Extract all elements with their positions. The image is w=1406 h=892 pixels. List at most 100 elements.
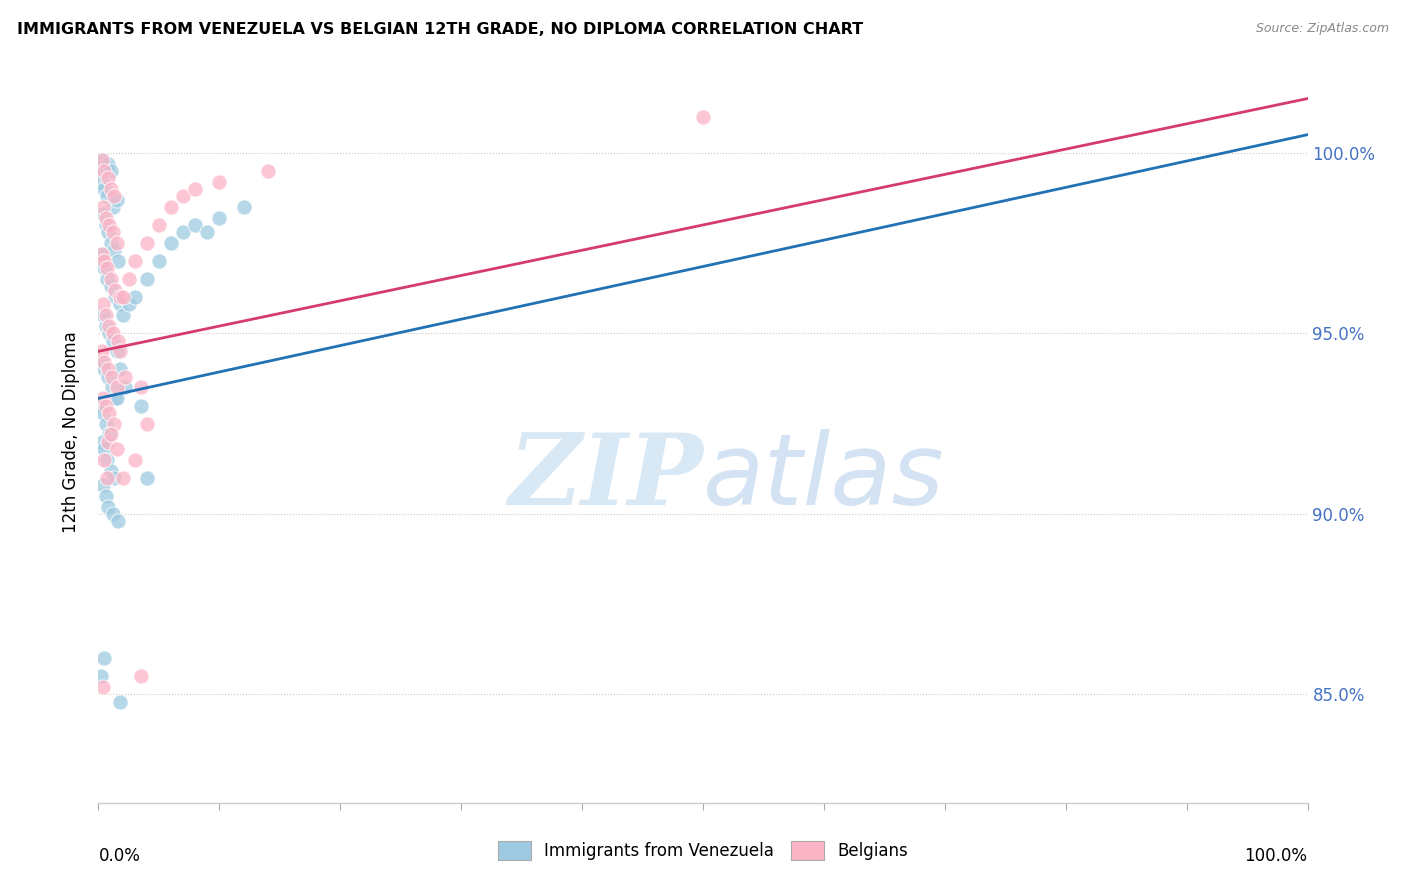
Point [208, 211, 231, 225]
Point [107, 334, 129, 348]
Point [135, 272, 157, 286]
Point [124, 254, 146, 268]
Point [118, 297, 141, 311]
Point [91, 254, 114, 268]
Point [90, 399, 112, 413]
Point [101, 200, 124, 214]
Point [90, 247, 112, 261]
Point [100, 235, 122, 250]
Point [172, 225, 194, 239]
Point [94, 211, 117, 225]
Point [98, 326, 121, 341]
Point [97, 225, 120, 239]
Text: 100.0%: 100.0% [1244, 847, 1308, 865]
Point [105, 193, 128, 207]
Point [101, 507, 124, 521]
Point [93, 254, 115, 268]
Point [94, 218, 117, 232]
Point [184, 182, 207, 196]
Point [105, 442, 128, 456]
Point [101, 225, 124, 239]
Point [93, 355, 115, 369]
Point [108, 695, 131, 709]
Point [160, 235, 183, 250]
Point [93, 452, 115, 467]
Point [91, 434, 114, 449]
Point [96, 261, 118, 276]
Point [91, 200, 114, 214]
Point [108, 344, 131, 359]
Point [105, 235, 128, 250]
Point [108, 290, 131, 304]
Point [94, 308, 117, 322]
Text: IMMIGRANTS FROM VENEZUELA VS BELGIAN 12TH GRADE, NO DIPLOMA CORRELATION CHART: IMMIGRANTS FROM VENEZUELA VS BELGIAN 12T… [17, 22, 863, 37]
Point [96, 471, 118, 485]
Point [91, 308, 114, 322]
Point [100, 163, 122, 178]
Point [135, 417, 157, 431]
Point [100, 182, 122, 196]
Point [105, 392, 128, 406]
Point [103, 417, 125, 431]
Point [94, 417, 117, 431]
Point [97, 171, 120, 186]
Point [100, 272, 122, 286]
Point [160, 200, 183, 214]
Point [94, 160, 117, 174]
Point [148, 254, 170, 268]
Point [111, 308, 134, 322]
Point [94, 319, 117, 334]
Point [135, 471, 157, 485]
Point [103, 471, 125, 485]
Point [195, 225, 218, 239]
Point [105, 380, 128, 394]
Point [91, 344, 114, 359]
Point [91, 392, 114, 406]
Point [97, 362, 120, 376]
Point [104, 392, 127, 406]
Point [129, 669, 152, 683]
Point [129, 380, 152, 394]
Point [97, 434, 120, 449]
Point [94, 489, 117, 503]
Point [98, 218, 121, 232]
Point [97, 369, 120, 384]
Point [98, 427, 121, 442]
Point [100, 279, 122, 293]
Point [172, 189, 194, 203]
Point [91, 406, 114, 420]
Point [100, 427, 122, 442]
Point [93, 442, 115, 456]
Point [107, 254, 129, 268]
Point [105, 344, 128, 359]
Point [124, 290, 146, 304]
Point [93, 261, 115, 276]
Point [91, 478, 114, 492]
Point [118, 272, 141, 286]
Point [91, 153, 114, 167]
Point [96, 452, 118, 467]
Point [135, 235, 157, 250]
Point [103, 189, 125, 203]
Point [91, 247, 114, 261]
Point [111, 471, 134, 485]
Point [91, 355, 114, 369]
Point [97, 156, 120, 170]
Point [101, 326, 124, 341]
Point [91, 680, 114, 694]
Text: Source: ZipAtlas.com: Source: ZipAtlas.com [1256, 22, 1389, 36]
Point [97, 500, 120, 514]
Text: atlas: atlas [703, 428, 945, 525]
Point [93, 163, 115, 178]
Point [124, 452, 146, 467]
Point [108, 362, 131, 376]
Point [94, 399, 117, 413]
Point [100, 380, 122, 394]
Point [93, 651, 115, 665]
Point [91, 153, 114, 167]
Point [208, 175, 231, 189]
Text: 0.0%: 0.0% [98, 847, 141, 865]
Point [114, 369, 136, 384]
Point [96, 272, 118, 286]
Point [91, 207, 114, 221]
